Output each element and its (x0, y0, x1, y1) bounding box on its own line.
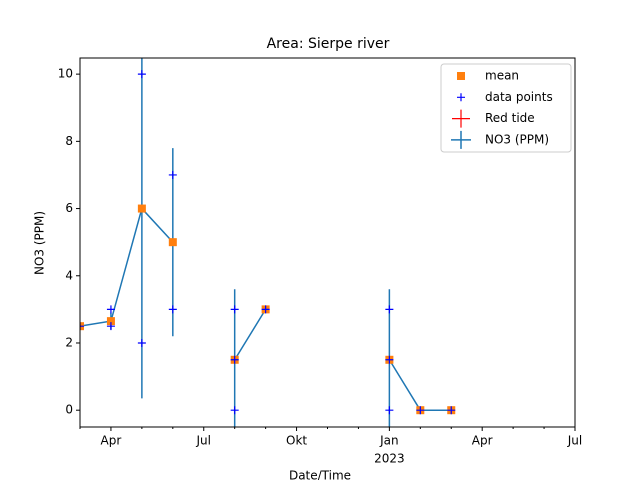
legend-marker (452, 109, 470, 128)
y-tick-label: 8 (65, 134, 73, 148)
x-tick-label: Jan (379, 434, 399, 448)
x-axis-label: Date/Time (289, 469, 351, 480)
y-tick-label: 10 (58, 67, 73, 81)
plot-area (80, 58, 456, 427)
mean-marker (168, 238, 177, 247)
data-point (385, 355, 394, 364)
data-point (385, 305, 394, 314)
y-tick-label: 0 (65, 403, 73, 417)
x-tick-label: Jul (567, 434, 582, 448)
legend-label: mean (485, 69, 519, 83)
chart-title: Area: Sierpe river (267, 36, 390, 52)
y-axis-label: NO3 (PPM) (33, 211, 47, 275)
data-point (80, 322, 84, 331)
data-point (261, 305, 270, 314)
x-tick-label: Apr (101, 434, 122, 448)
y-tick-label: 6 (65, 201, 73, 215)
legend-label: Red tide (485, 111, 535, 125)
data-point (106, 322, 115, 331)
data-point (137, 70, 146, 79)
data-point (230, 305, 239, 314)
legend-marker (457, 93, 465, 102)
data-point (168, 170, 177, 179)
data-point (137, 338, 146, 347)
data-point (168, 305, 177, 314)
data-point (447, 406, 456, 415)
data-point (106, 305, 115, 314)
legend-marker (457, 72, 465, 80)
data-point (230, 406, 239, 415)
x-tick-year: 2023 (374, 452, 405, 466)
x-tick-label: Jul (196, 434, 211, 448)
legend-box (440, 63, 572, 153)
legend-label: NO3 (PPM) (485, 132, 549, 146)
y-tick-label: 2 (65, 335, 73, 349)
data-point (230, 355, 239, 364)
data-point (416, 406, 425, 415)
legend-label: data points (485, 90, 553, 104)
mean-marker (137, 204, 146, 213)
y-tick-label: 4 (65, 268, 73, 282)
data-point (385, 406, 394, 415)
x-tick-label: Okt (286, 434, 307, 448)
x-tick-label: Apr (472, 434, 493, 448)
mean-marker (106, 317, 115, 326)
